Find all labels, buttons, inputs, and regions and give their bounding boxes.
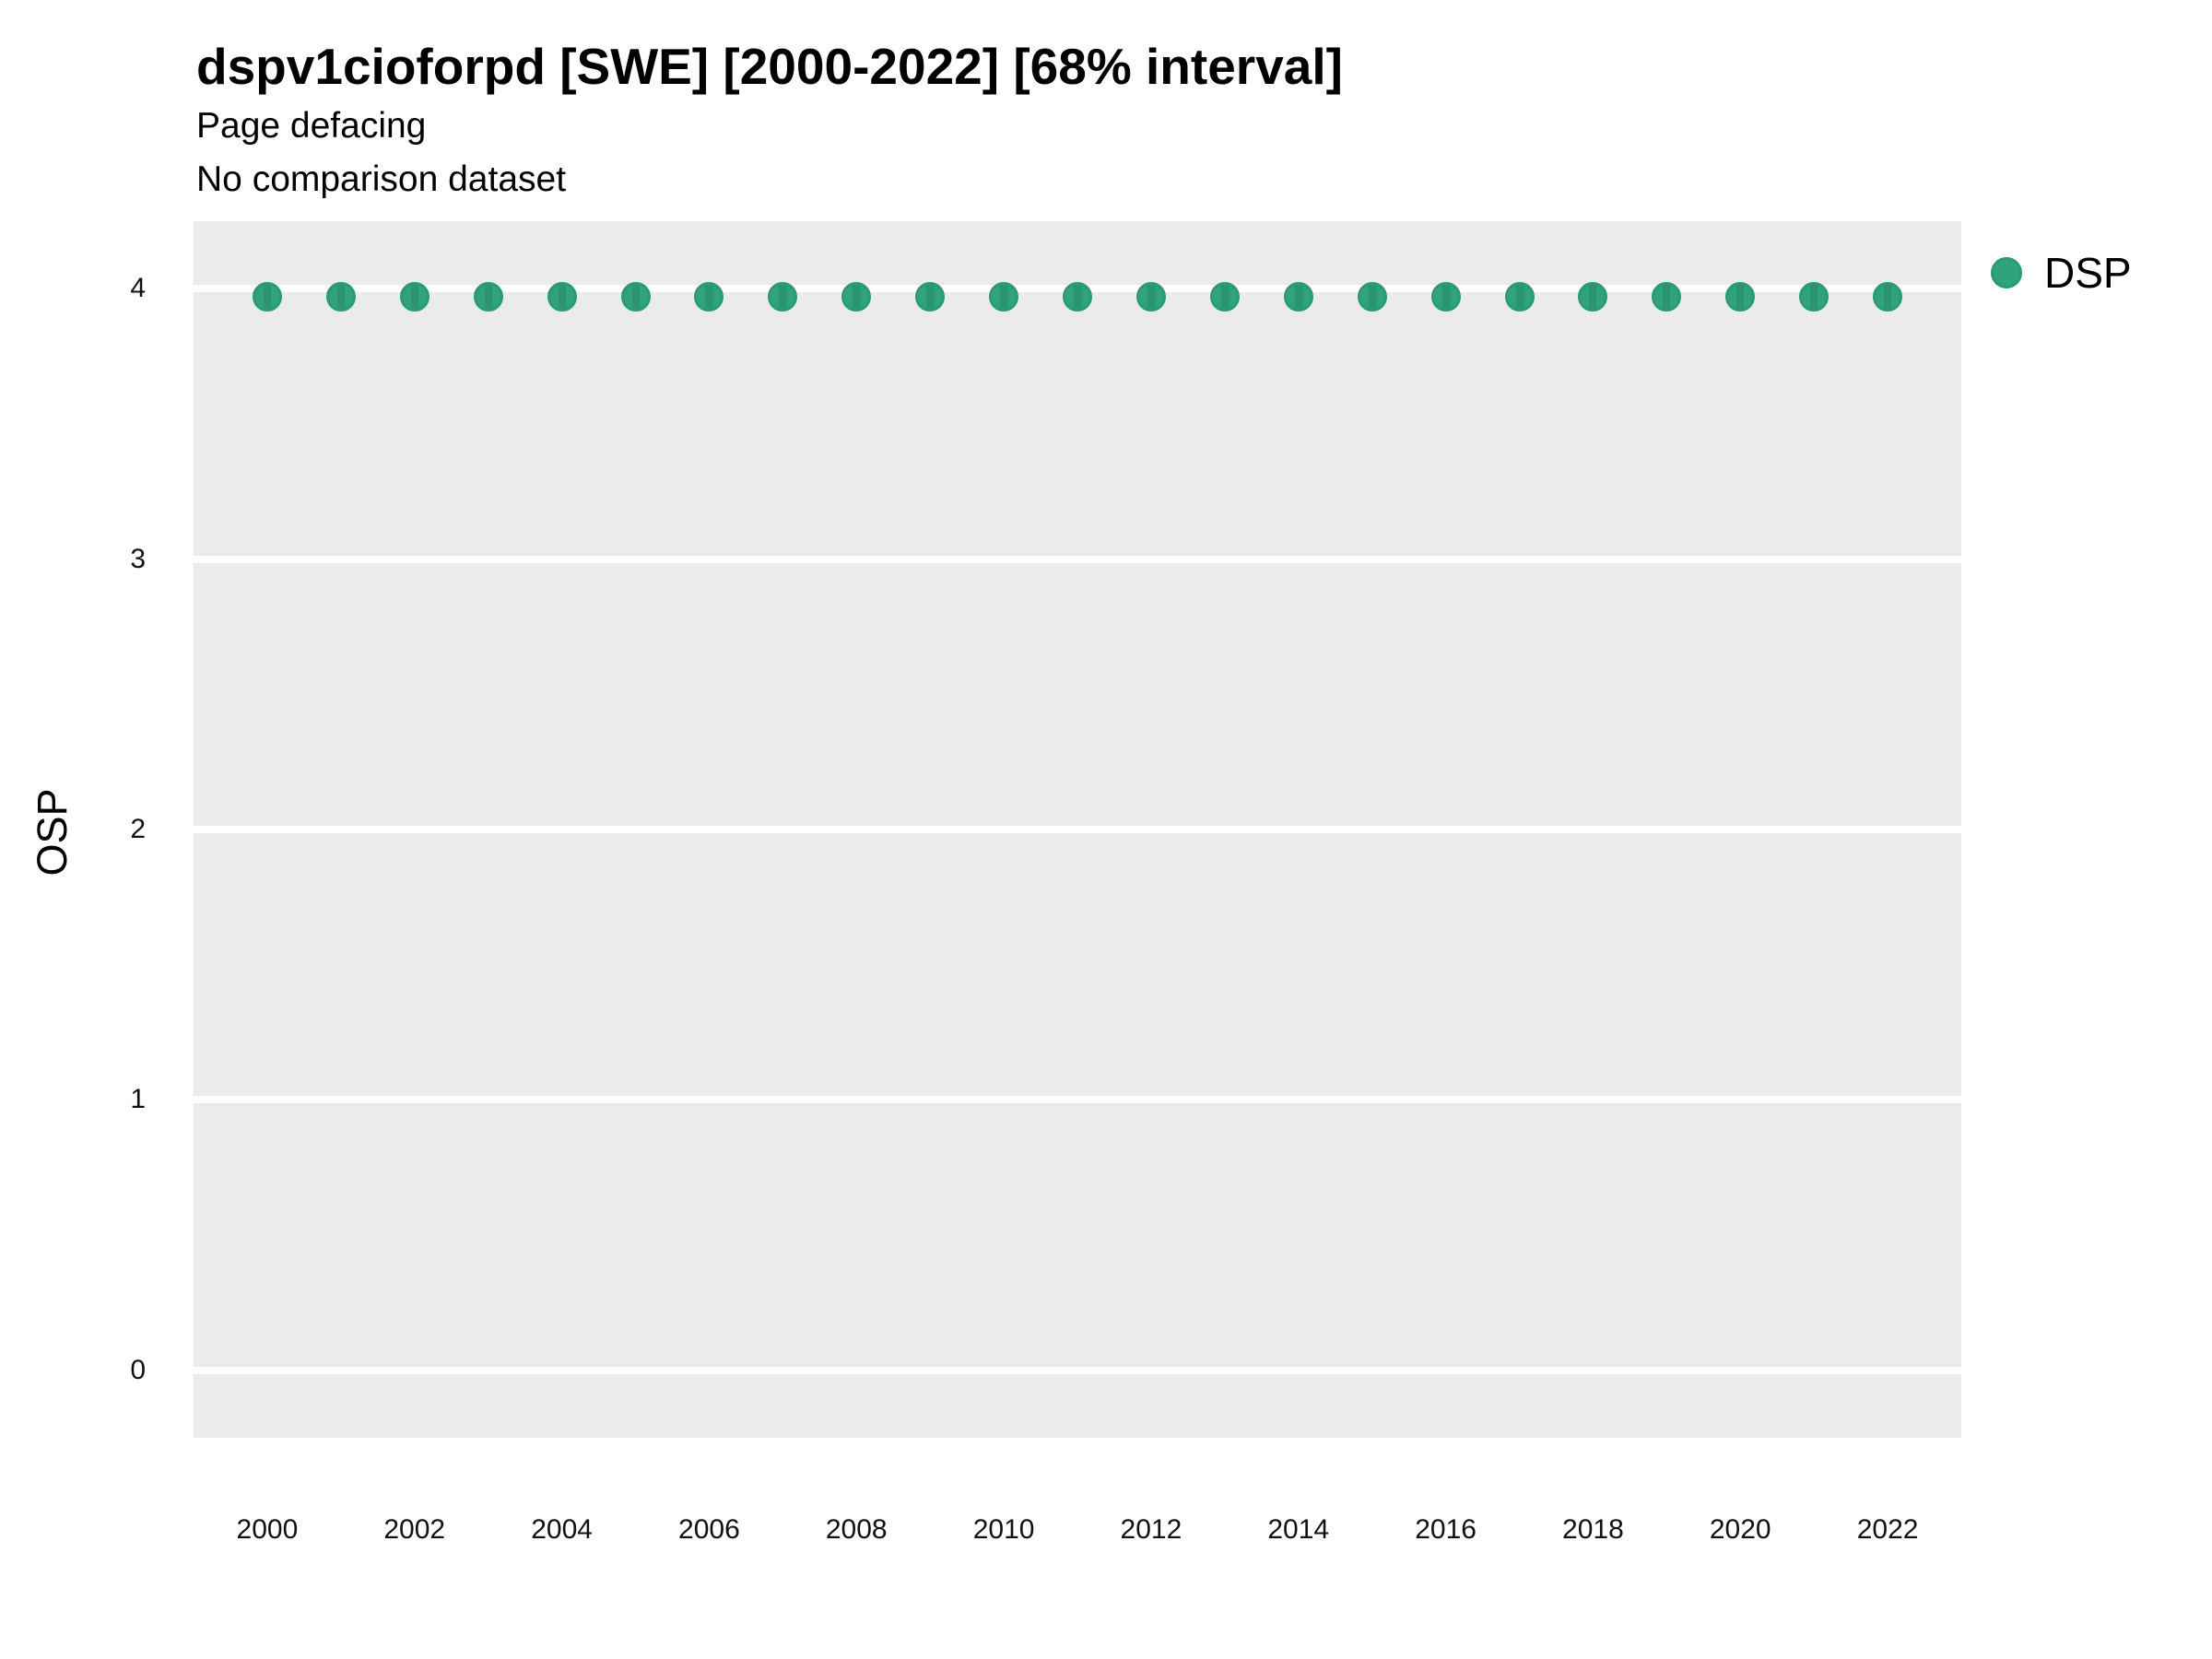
interval-line — [631, 285, 640, 310]
legend-marker-icon — [1991, 257, 2022, 288]
y-tick-label: 4 — [130, 273, 146, 304]
x-tick-label: 2002 — [383, 1514, 446, 1545]
interval-line — [1147, 285, 1155, 310]
interval-line — [1736, 285, 1745, 310]
x-tick-label: 2018 — [1562, 1514, 1624, 1545]
data-point — [1357, 282, 1387, 312]
data-point — [1725, 282, 1756, 312]
interval-line — [853, 285, 861, 310]
y-gridline — [194, 1366, 1961, 1374]
data-point — [1430, 282, 1461, 312]
y-gridline — [194, 826, 1961, 833]
data-point — [399, 282, 429, 312]
interval-line — [1368, 285, 1376, 310]
data-point — [1063, 282, 1092, 312]
data-point — [915, 282, 946, 312]
data-point — [841, 282, 872, 312]
interval-line — [1515, 285, 1524, 310]
data-point — [620, 282, 651, 312]
interval-line — [1294, 285, 1302, 310]
plot-panel — [194, 221, 1961, 1438]
data-point — [1652, 282, 1682, 312]
interval-line — [263, 285, 271, 310]
interval-line — [558, 285, 566, 310]
interval-line — [1663, 285, 1671, 310]
y-tick-label: 3 — [130, 543, 146, 574]
data-point — [547, 282, 577, 312]
data-point — [1873, 282, 1903, 312]
data-point — [1135, 282, 1166, 312]
x-tick-label: 2016 — [1415, 1514, 1477, 1545]
chart-subtitle: Page defacing — [196, 106, 427, 146]
interval-line — [1884, 285, 1892, 310]
comparison-note: No comparison dataset — [196, 159, 567, 199]
x-tick-label: 2022 — [1856, 1514, 1919, 1545]
interval-line — [410, 285, 418, 310]
interval-line — [705, 285, 713, 310]
page-title: dspv1cioforpd [SWE] [2000-2022] [68% int… — [196, 38, 1343, 95]
interval-line — [1810, 285, 1818, 310]
data-point — [473, 282, 503, 312]
data-point — [989, 282, 1019, 312]
interval-line — [926, 285, 935, 310]
data-point — [1283, 282, 1313, 312]
data-point — [325, 282, 356, 312]
interval-line — [336, 285, 345, 310]
interval-line — [1074, 285, 1081, 310]
y-tick-label: 2 — [130, 814, 146, 844]
interval-line — [1000, 285, 1008, 310]
x-tick-label: 2012 — [1120, 1514, 1182, 1545]
y-tick-label: 1 — [130, 1084, 146, 1115]
interval-line — [484, 285, 492, 310]
data-point — [1578, 282, 1608, 312]
data-point — [1209, 282, 1240, 312]
x-tick-label: 2006 — [678, 1514, 740, 1545]
interval-line — [779, 285, 787, 310]
x-tick-label: 2020 — [1709, 1514, 1771, 1545]
data-point — [1504, 282, 1535, 312]
y-gridline — [194, 1096, 1961, 1104]
data-point — [1799, 282, 1830, 312]
y-tick-label: 0 — [130, 1354, 146, 1385]
x-tick-label: 2004 — [531, 1514, 593, 1545]
x-tick-label: 2008 — [825, 1514, 888, 1545]
data-point — [694, 282, 724, 312]
data-point — [252, 282, 282, 312]
x-tick-label: 2014 — [1267, 1514, 1330, 1545]
x-tick-label: 2010 — [972, 1514, 1035, 1545]
interval-line — [1220, 285, 1229, 310]
x-tick-label: 2000 — [236, 1514, 299, 1545]
y-gridline — [194, 555, 1961, 563]
legend-label: DSP — [2044, 249, 2132, 297]
data-point — [768, 282, 798, 312]
interval-line — [1441, 285, 1450, 310]
interval-line — [1589, 285, 1597, 310]
legend: DSP — [1991, 252, 2132, 294]
